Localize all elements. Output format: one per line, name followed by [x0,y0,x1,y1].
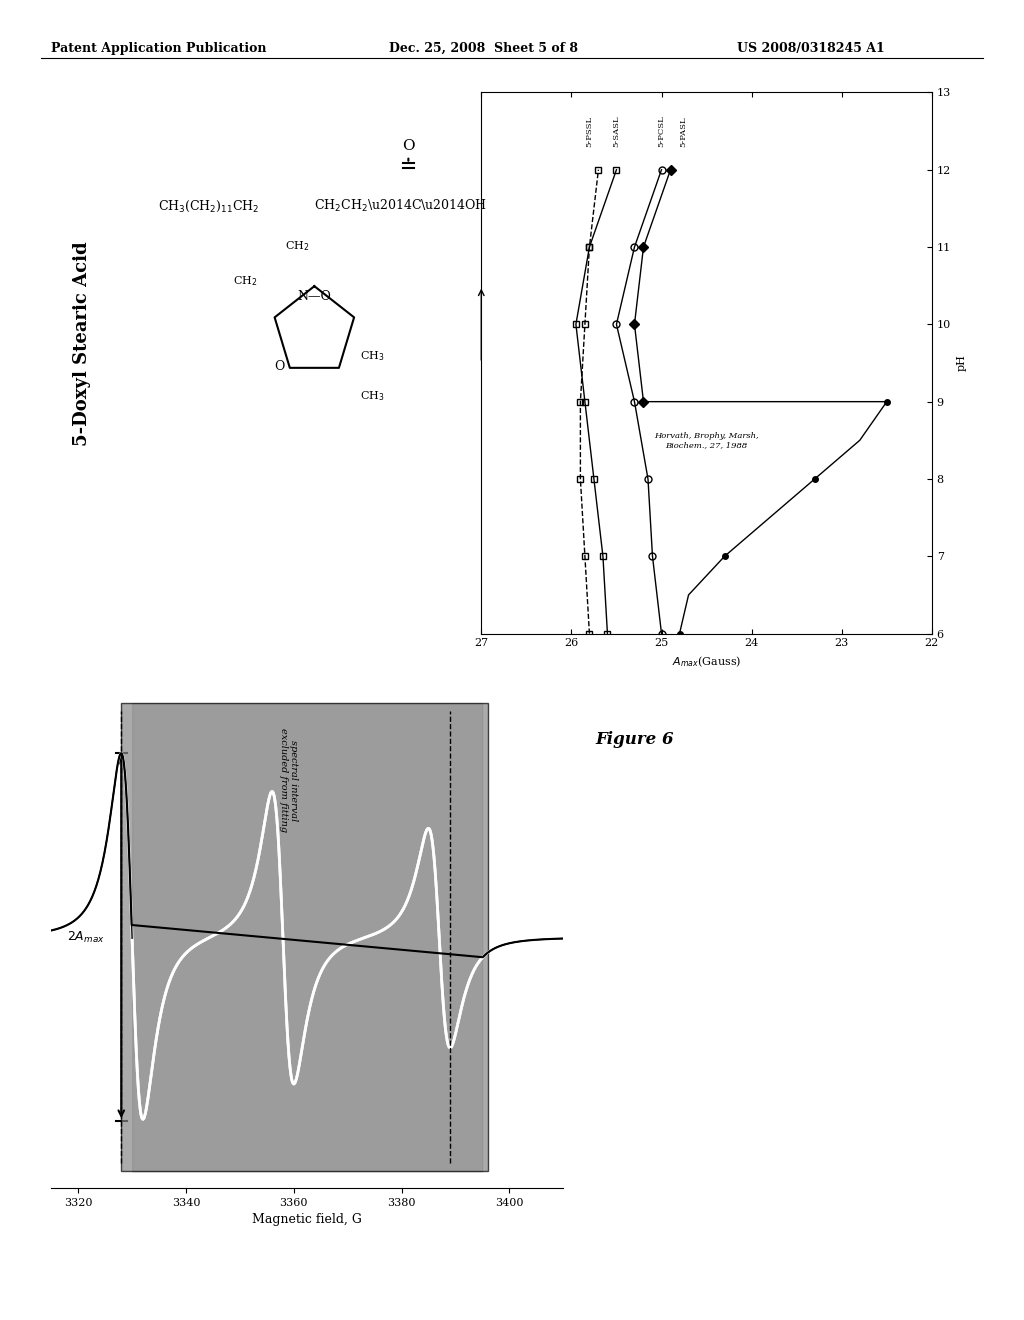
Text: O: O [274,360,285,374]
Y-axis label: pH: pH [956,355,967,371]
5-PCSL [629,393,641,409]
Line: 5-PSSL: 5-PSSL [577,166,602,638]
Text: Patent Application Publication: Patent Application Publication [51,42,266,55]
5-SASL [579,393,591,409]
Text: CH$_2$: CH$_2$ [285,239,309,253]
Text: Horvath, Brophy, Marsh,
Biochem., 27, 1988: Horvath, Brophy, Marsh, Biochem., 27, 19… [654,432,759,449]
5-PSSL [592,162,604,178]
5-SASL [597,548,609,564]
5-PCSL [655,162,668,178]
X-axis label: Magnetic field, G: Magnetic field, G [252,1213,362,1226]
5-SASL [569,317,582,333]
Text: 5-PSSL: 5-PSSL [585,115,593,147]
5-PSSL [579,317,591,333]
Text: 5-PCSL: 5-PCSL [657,115,665,147]
Text: Figure 6: Figure 6 [596,731,674,747]
5-PSSL [574,393,587,409]
Text: 5-SASL: 5-SASL [612,115,620,147]
5-PCSL [642,471,654,487]
Text: US 2008/0318245 A1: US 2008/0318245 A1 [737,42,885,55]
Line: 5-PASL: 5-PASL [631,166,674,405]
X-axis label: $A_{max}$(Gauss): $A_{max}$(Gauss) [672,653,741,669]
Text: CH$_3$: CH$_3$ [359,350,384,363]
Text: $2A_{max}$: $2A_{max}$ [68,929,105,945]
Text: spectral interval
excluded from fitting: spectral interval excluded from fitting [279,729,298,833]
5-PASL [665,162,677,178]
Text: CH$_2$CH$_2$\u2014C\u2014OH: CH$_2$CH$_2$\u2014C\u2014OH [314,198,487,214]
5-PSSL [584,239,596,255]
Text: CH$_3$(CH$_2$)$_{11}$CH$_2$: CH$_3$(CH$_2$)$_{11}$CH$_2$ [158,198,259,214]
5-PCSL [655,626,668,642]
5-PSSL [584,626,596,642]
5-PASL [629,317,641,333]
Bar [121,704,487,1171]
5-PSSL [574,471,587,487]
5-PCSL [646,548,658,564]
Text: 5-PASL: 5-PASL [680,116,687,147]
5-PCSL [610,317,623,333]
5-SASL [601,626,613,642]
5-SASL [584,239,596,255]
5-PSSL [579,548,591,564]
5-PASL [637,393,649,409]
Text: 5-Doxyl Stearic Acid: 5-Doxyl Stearic Acid [73,240,91,446]
Line: 5-PCSL: 5-PCSL [613,166,665,638]
5-SASL [588,471,600,487]
Text: O: O [402,139,415,153]
Text: Dec. 25, 2008  Sheet 5 of 8: Dec. 25, 2008 Sheet 5 of 8 [389,42,579,55]
Text: CH$_2$: CH$_2$ [232,275,257,288]
5-PCSL [629,239,641,255]
5-PASL [637,239,649,255]
Text: N—O: N—O [297,289,332,302]
5-SASL [610,162,623,178]
Line: 5-SASL: 5-SASL [572,166,620,638]
Text: CH$_3$: CH$_3$ [359,389,384,404]
